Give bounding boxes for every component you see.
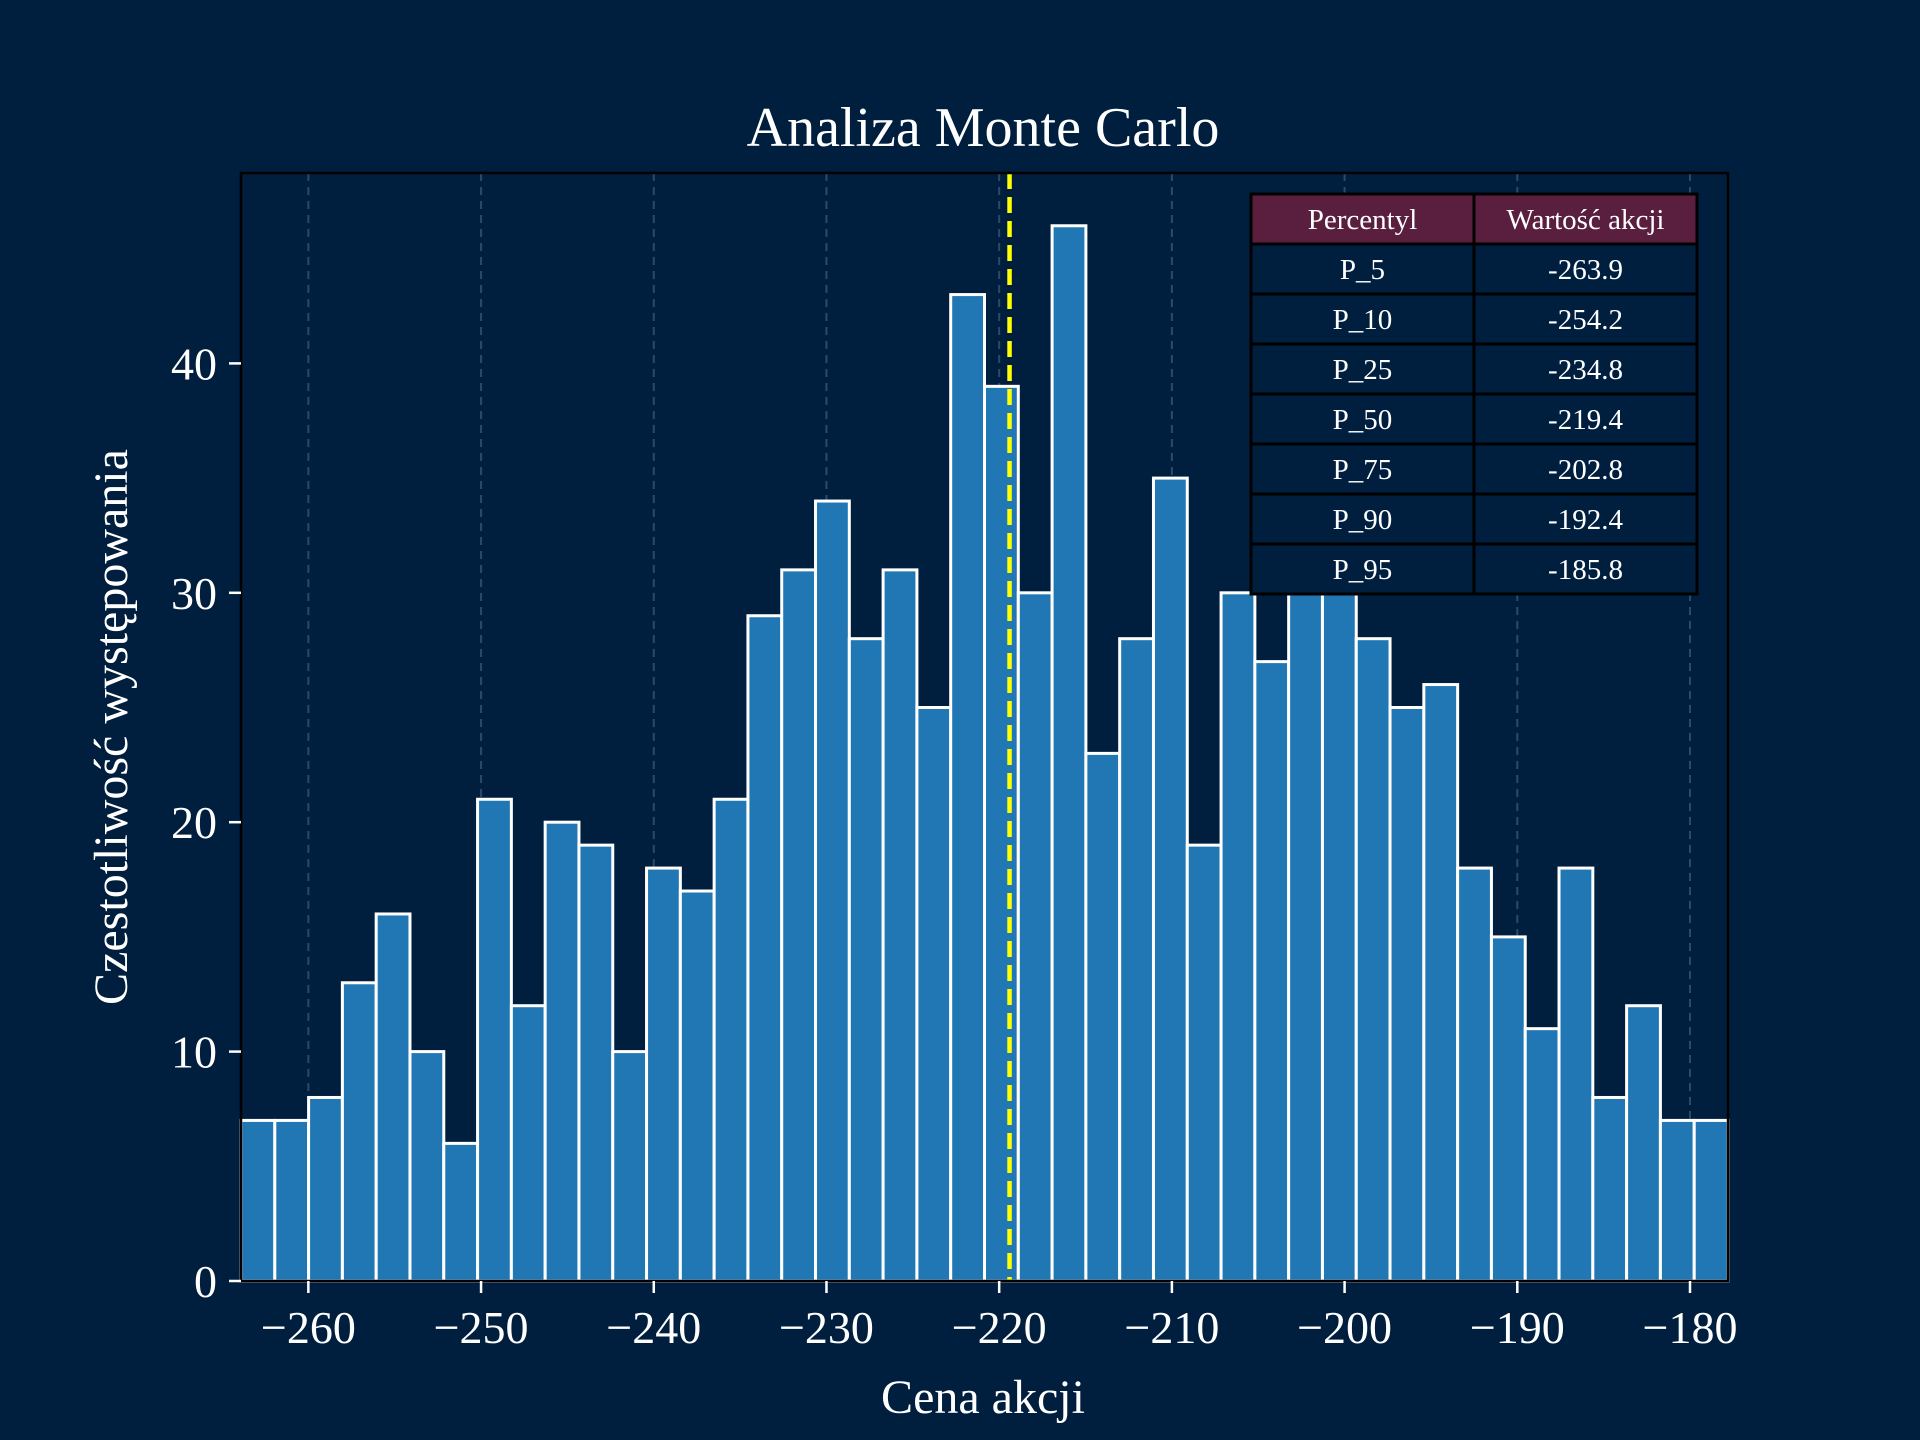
plot-frame: [239, 171, 1730, 1283]
table-cell: [1249, 342, 1476, 396]
y-tick-label: 0: [194, 1256, 217, 1307]
table-cell: [1472, 242, 1699, 296]
y-axis-title: Czestotliwość występowania: [85, 449, 138, 1005]
table-cell: [1472, 442, 1699, 496]
histogram-bar: [307, 1095, 344, 1283]
histogram-bar: [645, 866, 682, 1283]
histogram-bar: [543, 820, 581, 1283]
histogram-bar: [780, 568, 818, 1283]
histogram-bar: [374, 912, 412, 1283]
histogram-bar: [408, 1050, 446, 1283]
histogram-bar: [1151, 476, 1189, 1283]
histogram-bar: [983, 384, 1020, 1283]
histogram-bar: [1320, 545, 1358, 1283]
histogram-bar: [1050, 224, 1088, 1283]
histogram-bar: [273, 1118, 311, 1283]
histogram-bar: [509, 1004, 547, 1283]
x-tick-label: −240: [606, 1302, 701, 1353]
table-cell: [1249, 392, 1476, 446]
histogram-bar: [1118, 637, 1155, 1283]
table-header-cell: [1472, 192, 1699, 246]
y-axis-ticks: 0 10 20 30 40: [171, 338, 241, 1307]
x-tick-label: −210: [1124, 1302, 1219, 1353]
y-tick-label: 40: [171, 338, 217, 389]
histogram-bar: [476, 797, 513, 1283]
table-cell-text: P_10: [1333, 304, 1393, 336]
table-cell: [1472, 542, 1699, 596]
table-cell-text: P_50: [1333, 404, 1393, 436]
histogram-bar: [340, 981, 378, 1283]
histogram-bar: [915, 706, 953, 1283]
table-cell-text: -263.9: [1548, 254, 1623, 286]
histogram-bar: [712, 797, 750, 1283]
y-tick-label: 30: [171, 568, 217, 619]
histogram-bar: [577, 843, 615, 1283]
histogram-bar: [1084, 751, 1122, 1283]
x-tick-label: −260: [261, 1302, 356, 1353]
histogram-bar: [1591, 1095, 1629, 1283]
histogram-bar: [949, 293, 986, 1283]
table-cell-text: -202.8: [1548, 454, 1623, 486]
table-header-text: Percentyl: [1308, 204, 1418, 236]
y-tick-label: 10: [171, 1027, 217, 1078]
y-tick-label: 20: [171, 797, 217, 848]
table-cell-text: -234.8: [1548, 354, 1623, 386]
histogram-bar: [746, 614, 784, 1283]
x-tick-label: −220: [952, 1302, 1047, 1353]
histogram-bar: [239, 1118, 277, 1283]
table-cell-text: -185.8: [1548, 554, 1623, 586]
x-tick-label: −250: [434, 1302, 529, 1353]
histogram-bar: [881, 568, 919, 1283]
x-axis-title: Cena akcji: [881, 1371, 1085, 1424]
x-tick-label: −190: [1470, 1302, 1565, 1353]
histogram-bar: [814, 499, 851, 1283]
histogram-bar: [1253, 660, 1291, 1283]
percentile-table: Percentyl Wartość akcji P_5 -263.9 P_10 -254.…: [1249, 192, 1699, 596]
histogram-bar: [1489, 935, 1527, 1283]
table-cell: [1249, 442, 1476, 496]
x-tick-label: −200: [1297, 1302, 1392, 1353]
table-cell: [1472, 392, 1699, 446]
table-cell: [1472, 342, 1699, 396]
histogram-bar: [1422, 683, 1460, 1283]
histogram-bar: [1523, 1027, 1561, 1283]
table-cell: [1472, 292, 1699, 346]
table-cell-text: P_75: [1333, 454, 1393, 486]
x-tick-label: −180: [1643, 1302, 1738, 1353]
histogram-bar: [1388, 706, 1426, 1283]
table-header-text: Wartość akcji: [1507, 204, 1665, 236]
histogram-bar: [1185, 843, 1223, 1283]
histogram-bar: [1625, 1004, 1662, 1283]
histogram-bar: [1219, 591, 1257, 1283]
table-cell: [1249, 492, 1476, 546]
table-cell-text: P_25: [1333, 354, 1393, 386]
histogram-bar: [1557, 866, 1595, 1283]
table-cell-text: P_90: [1333, 504, 1393, 536]
histogram-bar: [847, 637, 885, 1283]
histogram-bar: [678, 889, 716, 1283]
histogram-bar: [1456, 866, 1493, 1283]
table-cell: [1472, 492, 1699, 546]
chart-title: Analiza Monte Carlo: [747, 97, 1220, 159]
histogram-bar: [1354, 637, 1392, 1283]
histogram-bar: [611, 1050, 649, 1283]
table-cell-text: -192.4: [1548, 504, 1623, 536]
histogram-bar: [1016, 591, 1054, 1283]
table-cell-text: P_95: [1333, 554, 1393, 586]
histogram-bar: [1658, 1118, 1696, 1283]
histogram-bar: [1287, 476, 1324, 1283]
table-cell-text: -219.4: [1548, 404, 1623, 436]
histogram-bar: [442, 1141, 480, 1283]
table-cell-text: -254.2: [1548, 304, 1623, 336]
histogram-bar: [1692, 1118, 1730, 1283]
x-axis-ticks: −260 −250 −240 −230 −220 −210 −200 −190 −180: [261, 1281, 1738, 1353]
x-tick-label: −230: [779, 1302, 874, 1353]
table-cell-text: P_5: [1340, 254, 1385, 286]
